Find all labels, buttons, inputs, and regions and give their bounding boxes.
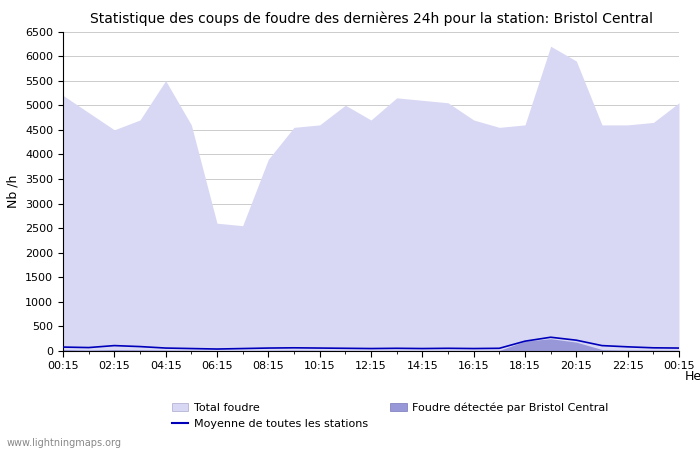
Text: Heure: Heure (685, 370, 700, 383)
Text: www.lightningmaps.org: www.lightningmaps.org (7, 438, 122, 448)
Y-axis label: Nb /h: Nb /h (6, 175, 20, 208)
Legend: Total foudre, Moyenne de toutes les stations, Foudre détectée par Bristol Centra: Total foudre, Moyenne de toutes les stat… (167, 398, 613, 433)
Title: Statistique des coups de foudre des dernières 24h pour la station: Bristol Centr: Statistique des coups de foudre des dern… (90, 12, 652, 26)
